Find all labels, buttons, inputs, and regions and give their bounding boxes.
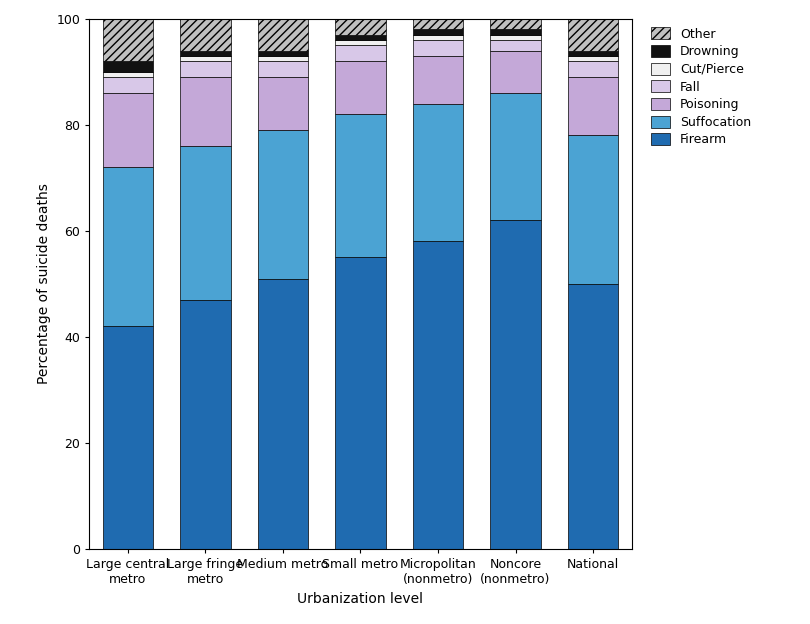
Bar (490, 93, 541, 220)
Bar (103, 93, 153, 167)
Bar (258, 61, 308, 77)
Bar (258, 77, 308, 130)
Bar (335, 61, 386, 114)
Bar (490, 51, 541, 93)
Bar (413, 56, 463, 104)
Bar (490, 29, 541, 34)
Legend: Other, Drowning, Cut/Pierce, Fall, Poisoning, Suffocation, Firearm: Other, Drowning, Cut/Pierce, Fall, Poiso… (649, 25, 754, 149)
Bar (413, 241, 463, 549)
Bar (258, 278, 308, 549)
Bar (180, 61, 231, 77)
Bar (335, 46, 386, 61)
Bar (180, 146, 231, 300)
Bar (568, 56, 618, 61)
Bar (568, 77, 618, 135)
Bar (335, 34, 386, 40)
Bar (490, 40, 541, 51)
Bar (413, 19, 463, 29)
Bar (490, 19, 541, 29)
Bar (103, 326, 153, 549)
Bar (335, 19, 386, 34)
X-axis label: Urbanization level: Urbanization level (297, 592, 424, 606)
Bar (490, 34, 541, 40)
Bar (180, 300, 231, 549)
Bar (103, 72, 153, 77)
Bar (568, 19, 618, 51)
Bar (258, 130, 308, 278)
Bar (258, 56, 308, 61)
Bar (180, 19, 231, 51)
Bar (335, 40, 386, 46)
Bar (413, 104, 463, 241)
Bar (103, 61, 153, 72)
Bar (413, 40, 463, 56)
Bar (568, 135, 618, 284)
Bar (180, 51, 231, 56)
Bar (103, 167, 153, 326)
Bar (568, 284, 618, 549)
Bar (258, 19, 308, 51)
Bar (335, 114, 386, 257)
Bar (335, 257, 386, 549)
Bar (103, 19, 153, 61)
Bar (413, 29, 463, 34)
Bar (413, 34, 463, 40)
Y-axis label: Percentage of suicide deaths: Percentage of suicide deaths (36, 183, 51, 384)
Bar (180, 56, 231, 61)
Bar (568, 61, 618, 77)
Bar (258, 51, 308, 56)
Bar (568, 51, 618, 56)
Bar (490, 220, 541, 549)
Bar (180, 77, 231, 146)
Bar (103, 77, 153, 93)
